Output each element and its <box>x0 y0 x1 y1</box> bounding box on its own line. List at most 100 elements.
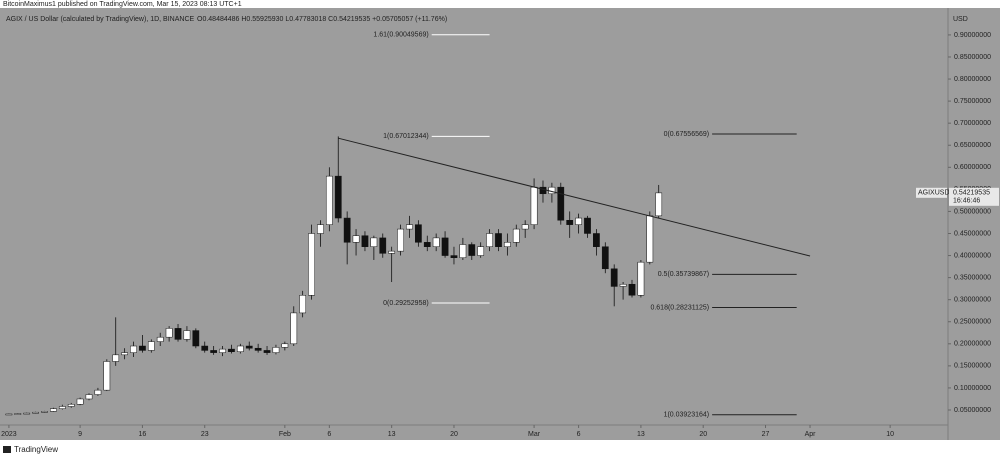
y-tick-label: 0.20000000 <box>954 341 991 348</box>
candle-body <box>477 246 485 256</box>
candle-body <box>415 224 422 243</box>
y-tick-label: 0.35000000 <box>954 274 991 281</box>
candle-body <box>236 345 244 352</box>
countdown: 16:46:46 <box>953 198 980 205</box>
x-tick-label: Apr <box>805 431 817 438</box>
x-tick-label: 27 <box>762 431 770 438</box>
candle-body <box>486 233 493 247</box>
candle-body <box>50 408 57 412</box>
candle-body <box>379 237 387 254</box>
x-tick-label: 2023 <box>1 431 17 438</box>
y-tick-label: 0.75000000 <box>954 98 991 105</box>
x-tick-label: 13 <box>388 431 396 438</box>
candle-body <box>272 347 280 353</box>
y-tick-label: 0.70000000 <box>954 120 991 127</box>
candle-body <box>228 348 235 352</box>
candle-body <box>139 345 146 351</box>
candle-body <box>521 224 529 230</box>
candle-body <box>174 328 182 340</box>
candle-body <box>548 186 556 195</box>
candle-body <box>254 347 262 351</box>
y-tick-label: 0.25000000 <box>954 319 991 326</box>
candle-body <box>610 268 618 287</box>
candle-body <box>5 413 13 416</box>
candle-body <box>210 350 217 353</box>
x-tick-label: 9 <box>78 431 82 438</box>
candle-body <box>361 235 369 247</box>
candle-body <box>14 413 22 415</box>
y-tick-label: 0.60000000 <box>954 164 991 171</box>
candle-body <box>406 224 413 230</box>
x-tick-label: 20 <box>699 431 707 438</box>
y-tick-label: 0.80000000 <box>954 76 991 83</box>
fib-label: 0.5(0.35739867) <box>658 271 709 278</box>
candle-body <box>584 217 591 234</box>
candle-body <box>397 228 404 252</box>
currency: USD <box>953 16 968 23</box>
candle-body <box>67 404 75 407</box>
fib-label: 1.61(0.90049569) <box>373 32 428 39</box>
candle-body <box>441 237 449 256</box>
fib-label: 1(0.03923164) <box>664 412 710 419</box>
candle-body <box>539 186 547 195</box>
candle-body <box>112 354 120 362</box>
candle-body <box>325 175 333 225</box>
candle-body <box>334 175 342 219</box>
candle-body <box>628 283 636 296</box>
candle-body <box>459 244 467 259</box>
candle-body <box>655 192 663 217</box>
y-tick-label: 0.10000000 <box>954 385 991 392</box>
candle-body <box>85 394 93 400</box>
candle-body <box>156 336 164 342</box>
candle-body <box>566 220 574 225</box>
candle-body <box>423 242 431 247</box>
candle-body <box>121 352 128 356</box>
candle-body <box>245 345 253 349</box>
y-tick-label: 0.90000000 <box>954 32 991 39</box>
price-label: 0.54219535 <box>953 190 990 197</box>
y-tick-label: 0.15000000 <box>954 363 991 370</box>
candle-body <box>575 217 582 225</box>
x-tick-label: Feb <box>279 431 291 438</box>
candle-body <box>299 295 307 314</box>
x-tick-label: 20 <box>450 431 458 438</box>
candle-body <box>58 406 66 409</box>
y-tick-label: 0.40000000 <box>954 252 991 259</box>
chart-title: AGIX / US Dollar (calculated by TradingV… <box>6 16 194 23</box>
candle-body <box>512 228 520 243</box>
candle-body <box>646 215 654 263</box>
candle-body <box>130 345 137 353</box>
logo <box>3 446 11 453</box>
candle-body <box>468 244 476 256</box>
footer: TradingView <box>14 445 58 454</box>
candle-body <box>23 412 31 415</box>
candle-body <box>219 348 226 353</box>
candle-body <box>619 283 627 287</box>
candle-body <box>388 250 396 254</box>
fib-label: 0(0.29252958) <box>383 300 429 307</box>
y-tick-label: 0.85000000 <box>954 54 991 61</box>
candle-body <box>495 233 502 247</box>
candle-body <box>432 237 440 247</box>
candle-body <box>530 186 538 225</box>
x-tick-label: 10 <box>886 431 894 438</box>
x-tick-label: Mar <box>528 431 541 438</box>
candle-body <box>263 350 271 353</box>
y-tick-label: 0.05000000 <box>954 407 991 414</box>
y-tick-label: 0.65000000 <box>954 142 991 149</box>
candle-body <box>147 341 155 351</box>
trendline <box>338 137 811 257</box>
candle-body <box>41 411 48 413</box>
fib-label: 0(0.67556569) <box>664 131 710 138</box>
y-tick-label: 0.45000000 <box>954 230 991 237</box>
publisher: BitcoinMaximus1 published on TradingView… <box>3 1 242 8</box>
symbol-label: AGIXUSD <box>918 190 950 197</box>
candle-body <box>32 411 39 414</box>
candle-body <box>504 242 511 247</box>
fib-label: 0.618(0.28231125) <box>650 304 709 311</box>
y-tick-label: 0.30000000 <box>954 297 991 304</box>
candle-body <box>601 246 609 270</box>
candle-body <box>103 361 111 391</box>
x-tick-label: 23 <box>201 431 209 438</box>
